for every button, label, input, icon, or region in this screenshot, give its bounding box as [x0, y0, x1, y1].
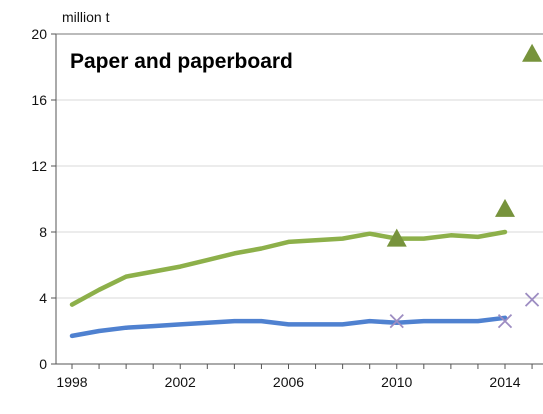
y-tick-label: 20 [31, 26, 47, 42]
triangle-marker [495, 198, 515, 217]
cross-marker [524, 292, 540, 307]
y-tick-label: 0 [39, 356, 47, 372]
y-axis: 0 4 8 12 16 20 [31, 26, 56, 372]
y-tick-label: 4 [39, 290, 47, 306]
y-tick-label: 8 [39, 224, 47, 240]
y-tick-label: 12 [31, 158, 47, 174]
x-tick-label: 1998 [56, 374, 87, 390]
series-line-0 [69, 229, 508, 307]
y-unit-label: million t [62, 9, 110, 25]
series-lines [69, 229, 508, 339]
markers [386, 43, 543, 329]
x-tick-label: 2014 [489, 374, 520, 390]
x-tick-label: 2006 [273, 374, 304, 390]
triangle-marker [522, 43, 543, 62]
cross-marker [497, 313, 513, 329]
x-tick-label: 2010 [381, 374, 412, 390]
x-axis: 1998 2002 2006 2010 2014 [56, 364, 533, 390]
x-tick-label: 2002 [165, 374, 196, 390]
series-line-1 [69, 315, 508, 339]
y-tick-label: 16 [31, 92, 47, 108]
cross-marker [389, 313, 404, 329]
gridlines [56, 33, 543, 299]
plot-frame [55, 33, 543, 365]
chart-title: Paper and paperboard [70, 50, 293, 73]
triangle-marker [386, 228, 407, 247]
